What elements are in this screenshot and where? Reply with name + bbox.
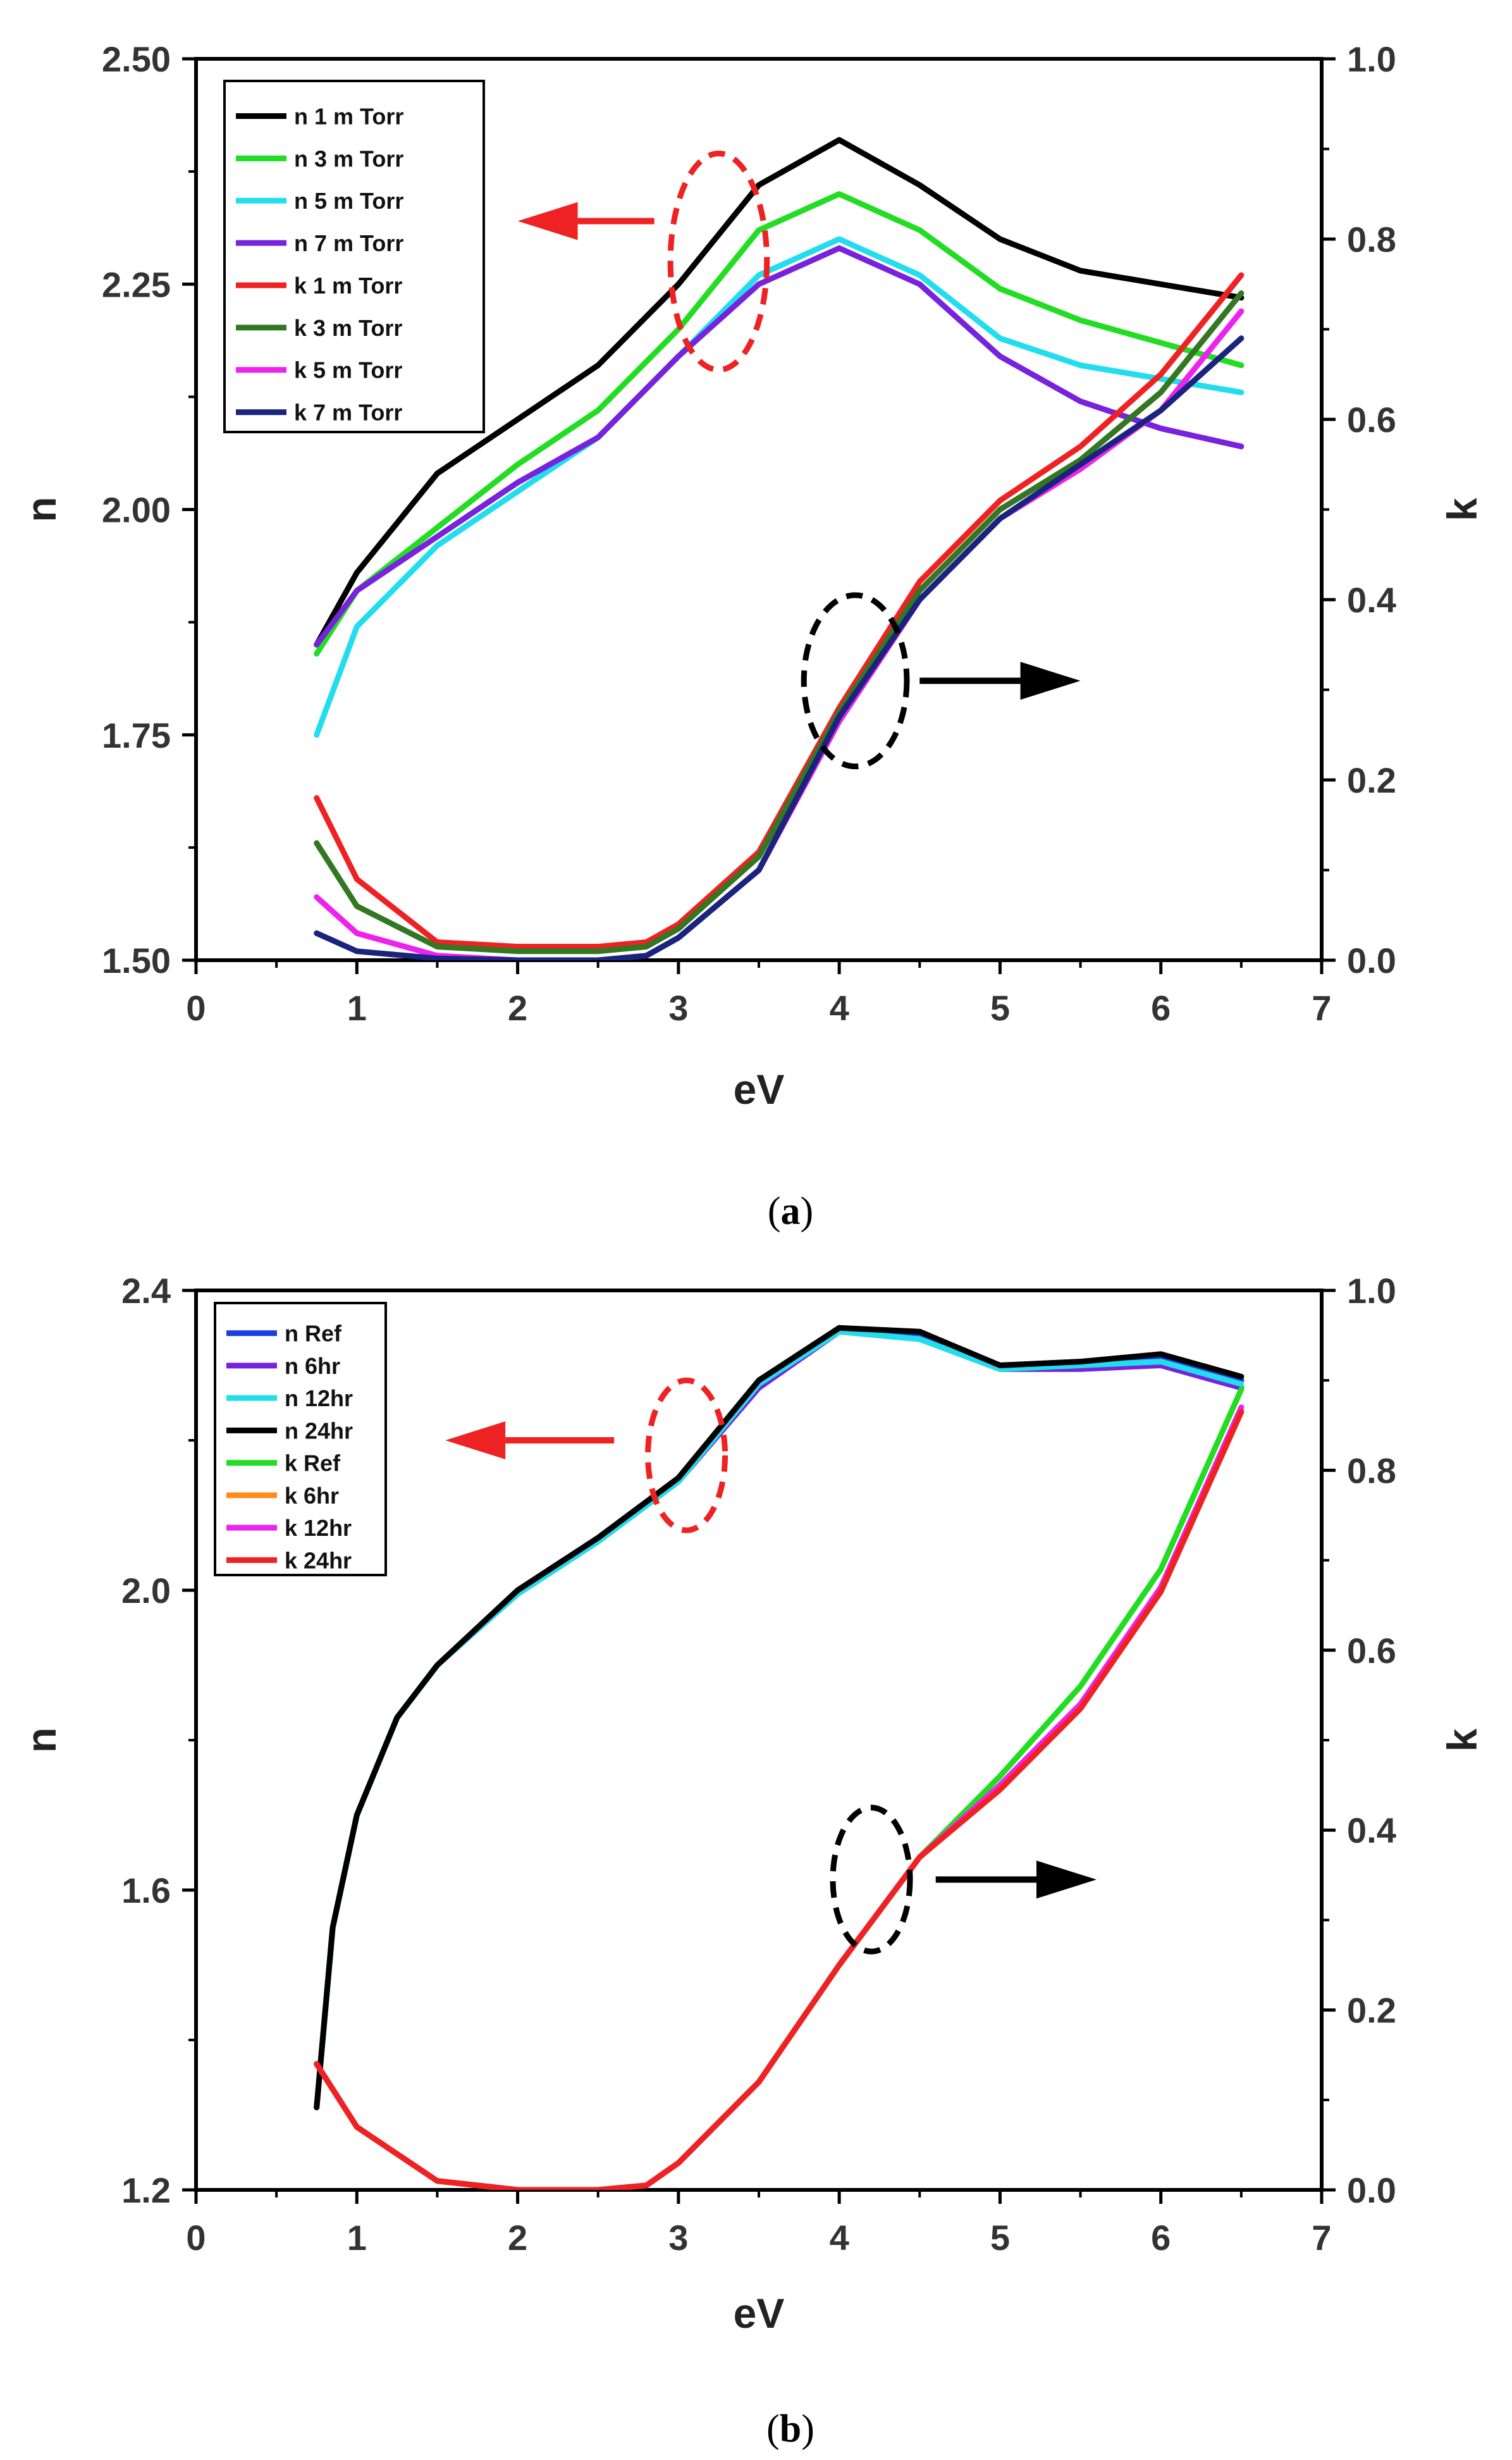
legend-label: k 6hr xyxy=(285,1483,339,1509)
legend-label: k 24hr xyxy=(285,1547,352,1573)
series-line-k-6hr xyxy=(314,1404,1245,2190)
y-tick-label: 2.50 xyxy=(102,39,171,79)
x-tick-label: 0 xyxy=(186,988,206,1028)
annotation-dashed-ellipse xyxy=(801,592,910,770)
y2-tick-label: 0.8 xyxy=(1347,1450,1396,1490)
x-axis-title: eV xyxy=(734,1066,785,1113)
x-tick-label: 7 xyxy=(1312,2218,1331,2258)
series-line-k-1-m-torr xyxy=(314,272,1245,950)
y-tick-label: 1.75 xyxy=(102,715,171,755)
y2-tick-label: 0.4 xyxy=(1347,1810,1396,1850)
series-line-n-12hr xyxy=(314,1328,1245,2111)
annotation-arrow-head xyxy=(517,202,578,240)
series-line-k-7-m-torr xyxy=(314,335,1245,960)
y2-tick-label: 0.0 xyxy=(1347,941,1396,980)
y-tick-label: 1.50 xyxy=(102,941,171,980)
y2-axis-title: k xyxy=(1439,1728,1485,1752)
x-tick-label: 1 xyxy=(347,2218,367,2258)
annotation-arrow-head xyxy=(1020,662,1081,700)
x-tick-label: 5 xyxy=(990,988,1010,1028)
x-tick-label: 3 xyxy=(668,988,688,1028)
chart-panel-b: 0 1 2 3 4 5 6 7 1.2 1.6 2.0 2.4 0.0 0.2 0.4 0.6 0.8 1.0 eV… xyxy=(18,1271,1485,2451)
annotation-dashed-ellipse xyxy=(830,1805,913,1955)
legend-label: n 3 m Torr xyxy=(294,145,403,171)
legend-box xyxy=(223,80,485,433)
panel-caption: (a) xyxy=(768,1190,813,1233)
series-line-k-24hr xyxy=(314,1409,1245,2190)
annotation-arrow-head xyxy=(445,1421,506,1459)
series-line-k-12hr xyxy=(314,1404,1245,2190)
series-line-k-ref xyxy=(314,1386,1245,2190)
series-group xyxy=(314,137,1245,960)
legend-label: n 5 m Torr xyxy=(294,188,403,214)
y2-tick-label: 0.2 xyxy=(1347,760,1396,800)
y2-tick-label: 0.6 xyxy=(1347,400,1396,440)
chart-panel-a: 0 1 2 3 4 5 6 7 1.50 1.75 2.00 2.25 2.50 0.0 0.2 0.4 0.6… xyxy=(18,39,1485,1233)
x-tick-label: 4 xyxy=(830,2218,849,2258)
y-tick-label: 2.4 xyxy=(121,1271,171,1311)
x-tick-label: 2 xyxy=(508,2218,527,2258)
legend-label: k 5 m Torr xyxy=(294,357,402,383)
series-line-k-3-m-torr xyxy=(314,290,1245,955)
legend-label: k 3 m Torr xyxy=(294,315,402,341)
y-tick-label: 2.00 xyxy=(102,490,171,530)
y2-tick-label: 1.0 xyxy=(1347,1271,1396,1311)
y-tick-label: 1.6 xyxy=(121,1870,171,1910)
legend-label: k 7 m Torr xyxy=(294,400,402,426)
x-tick-label: 5 xyxy=(990,2218,1010,2258)
series-line-n-6hr xyxy=(314,1328,1245,2111)
series-line-n-24hr xyxy=(314,1325,1245,2111)
y2-tick-label: 0.6 xyxy=(1347,1631,1396,1671)
x-tick-label: 0 xyxy=(186,2218,206,2258)
series-line-n-1-m-torr xyxy=(314,137,1245,648)
y2-axis-title: k xyxy=(1439,498,1485,521)
series-group xyxy=(314,1325,1245,2190)
y2-tick-label: 0.2 xyxy=(1347,1991,1396,2030)
legend-label: n Ref xyxy=(285,1321,342,1347)
panel-caption: (b) xyxy=(766,2407,814,2451)
x-tick-label: 7 xyxy=(1312,988,1331,1028)
x-axis-title: eV xyxy=(734,2290,785,2337)
legend-label: n 24hr xyxy=(285,1418,353,1443)
legend-label: n 12hr xyxy=(285,1385,353,1411)
y-tick-label: 2.25 xyxy=(102,264,171,304)
legend-label: n 7 m Torr xyxy=(294,230,403,256)
annotation-dashed-ellipse xyxy=(645,1377,728,1533)
legend-label: k 12hr xyxy=(285,1515,352,1541)
series-line-n-5-m-torr xyxy=(314,236,1245,738)
legend-label: k Ref xyxy=(285,1450,341,1476)
series-line-n-7-m-torr xyxy=(314,245,1245,648)
legend-label: n 6hr xyxy=(285,1353,340,1379)
y2-tick-label: 1.0 xyxy=(1347,39,1396,79)
x-tick-label: 6 xyxy=(1151,988,1171,1028)
annotation-dashed-ellipse xyxy=(667,151,770,373)
x-tick-label: 3 xyxy=(668,2218,688,2258)
y2-tick-label: 0.0 xyxy=(1347,2170,1396,2210)
y2-tick-label: 0.4 xyxy=(1347,580,1396,620)
legend-label: k 1 m Torr xyxy=(294,273,402,299)
y-axis-title: n xyxy=(18,497,65,522)
legend: n Ref n 6hr n 12hr n 24hr k Ref k 6hr k 12hr k … xyxy=(214,1302,387,1576)
y2-tick-label: 0.8 xyxy=(1347,219,1396,259)
x-tick-label: 1 xyxy=(347,988,367,1028)
legend: n 1 m Torr n 3 m Torr n 5 m Torr n 7 m Torr… xyxy=(223,80,485,433)
y-axis-title: n xyxy=(18,1728,65,1753)
y-tick-label: 2.0 xyxy=(121,1571,171,1610)
y-tick-label: 1.2 xyxy=(121,2170,171,2210)
series-line-n-3-m-torr xyxy=(314,191,1245,657)
x-tick-label: 4 xyxy=(830,988,849,1028)
x-tick-label: 6 xyxy=(1151,2218,1171,2258)
legend-label: n 1 m Torr xyxy=(294,103,403,129)
annotation-arrow-head xyxy=(1036,1860,1097,1899)
x-tick-label: 2 xyxy=(508,988,527,1028)
series-line-n-ref xyxy=(314,1325,1245,2111)
